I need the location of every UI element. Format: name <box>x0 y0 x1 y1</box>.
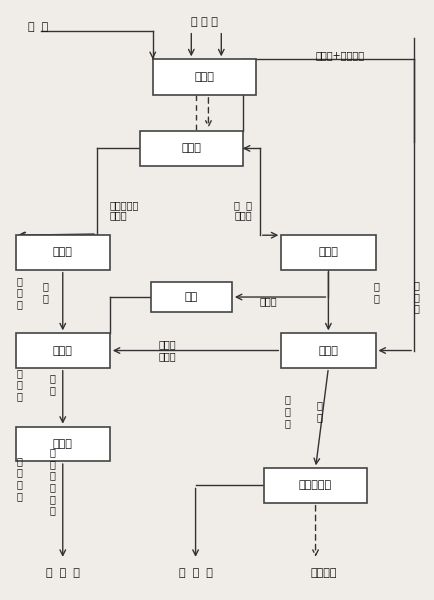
Text: 滤
液: 滤 液 <box>373 281 379 303</box>
Bar <box>281 235 375 269</box>
Bar <box>151 281 232 313</box>
Text: 浸
出
液: 浸 出 液 <box>413 280 419 314</box>
Text: 加
石
灰: 加 石 灰 <box>285 395 291 428</box>
Bar <box>16 235 110 269</box>
Bar <box>140 131 243 166</box>
Text: 过滤网: 过滤网 <box>319 247 339 257</box>
Bar <box>16 427 110 461</box>
Text: 电解池: 电解池 <box>181 143 201 154</box>
Text: 钓  铁  渣: 钓 铁 渣 <box>179 568 213 578</box>
Bar <box>153 59 256 95</box>
Text: 燔炼炉: 燔炼炉 <box>53 439 73 449</box>
Text: 脱
水: 脱 水 <box>49 374 55 395</box>
Text: 洗涤池: 洗涤池 <box>319 346 339 356</box>
Text: 盐  酸: 盐 酸 <box>29 22 49 32</box>
Text: 耔酸泵: 耔酸泵 <box>234 211 252 221</box>
Text: 阴极板: 阴极板 <box>110 211 128 221</box>
Text: 废水排放: 废水排放 <box>311 568 337 578</box>
Text: 海
绵
钓: 海 绵 钓 <box>17 275 23 309</box>
Text: 沉淠物: 沉淠物 <box>159 340 177 350</box>
Text: 加
碱
、
通
氧
气: 加 碱 、 通 氧 气 <box>49 448 55 515</box>
Text: 隔膜袋: 隔膜袋 <box>53 247 73 257</box>
Text: 钓  精  矿: 钓 精 矿 <box>46 568 80 578</box>
Text: 废液处理池: 废液处理池 <box>299 481 332 490</box>
Text: 饼
压
块: 饼 压 块 <box>17 368 23 401</box>
Text: 海绵钓: 海绵钓 <box>159 351 177 361</box>
Text: 金
属
粗
钓: 金 属 粗 钓 <box>17 456 23 501</box>
Text: 压滤机: 压滤机 <box>53 346 73 356</box>
Bar <box>16 333 110 368</box>
Text: 堆仓: 堆仓 <box>185 292 198 302</box>
Text: 废
液: 废 液 <box>317 400 323 422</box>
Text: 矿  浆: 矿 浆 <box>234 200 252 210</box>
Text: 海绵状钓粉: 海绵状钓粉 <box>110 200 139 210</box>
Text: 钓 精 矿: 钓 精 矿 <box>191 17 217 28</box>
Text: 氟硅酸+氟硅酸铅: 氟硅酸+氟硅酸铅 <box>316 50 365 60</box>
Bar <box>264 468 367 503</box>
Bar <box>281 333 375 368</box>
Text: 浸出渣: 浸出渣 <box>260 296 277 306</box>
Text: 浆化池: 浆化池 <box>194 72 214 82</box>
Text: 抄
粉: 抄 粉 <box>43 281 49 303</box>
